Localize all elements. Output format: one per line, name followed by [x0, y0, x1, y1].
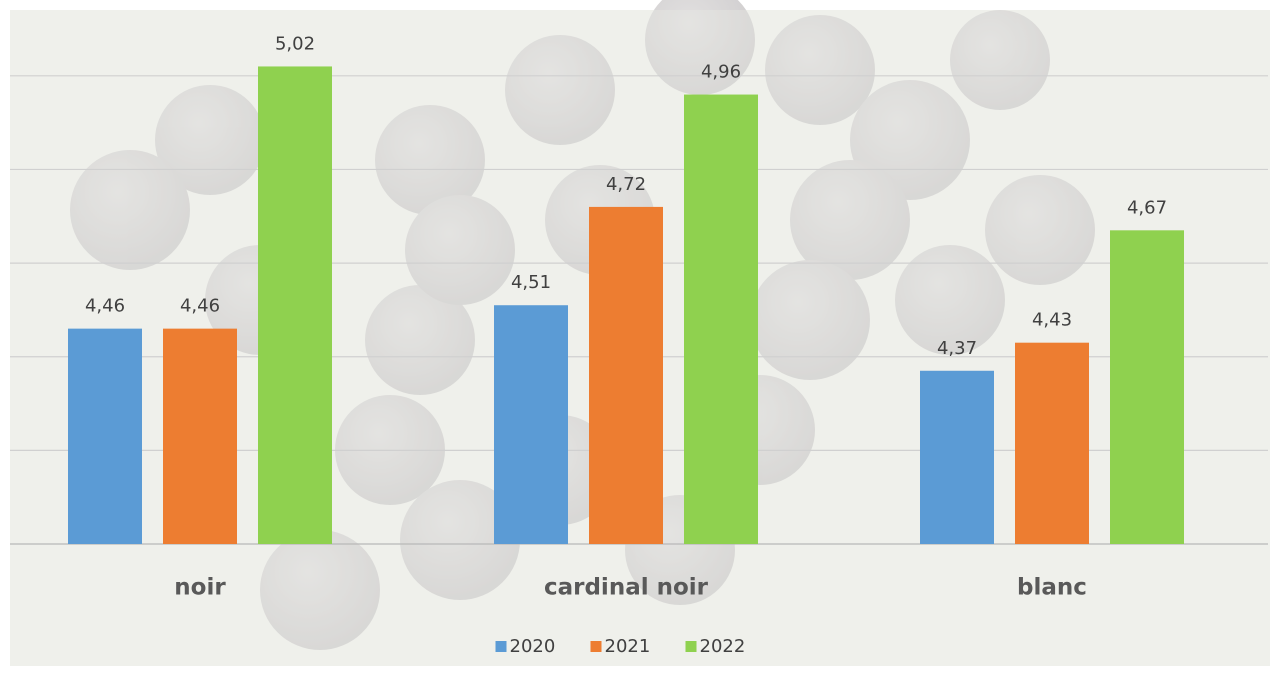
data-label: 4,43: [1032, 310, 1072, 331]
x-tick-label: cardinal noir: [544, 575, 709, 601]
bar: [1110, 230, 1184, 544]
legend-swatch: [495, 641, 507, 652]
data-label: 4,72: [606, 174, 646, 195]
legend-swatch: [685, 641, 697, 652]
legend-label: 2021: [605, 636, 651, 657]
bar: [920, 370, 994, 544]
data-label: 5,02: [275, 33, 315, 54]
data-label: 4,46: [180, 296, 220, 317]
legend-swatch: [590, 641, 602, 652]
data-label: 4,51: [511, 272, 551, 293]
bar: [258, 66, 332, 545]
legend-label: 2022: [700, 636, 746, 657]
data-label: 4,37: [937, 338, 977, 359]
bar: [589, 206, 663, 544]
bar: [68, 328, 142, 544]
x-tick-label: blanc: [1017, 575, 1087, 601]
legend-label: 2020: [510, 636, 556, 657]
data-label: 4,67: [1127, 197, 1167, 218]
x-tick-label: noir: [174, 575, 226, 601]
bar: [1015, 342, 1089, 544]
data-label: 4,46: [85, 296, 125, 317]
bar: [494, 305, 568, 544]
bar: [684, 94, 758, 544]
bar: [163, 328, 237, 544]
data-label: 4,96: [701, 62, 741, 83]
